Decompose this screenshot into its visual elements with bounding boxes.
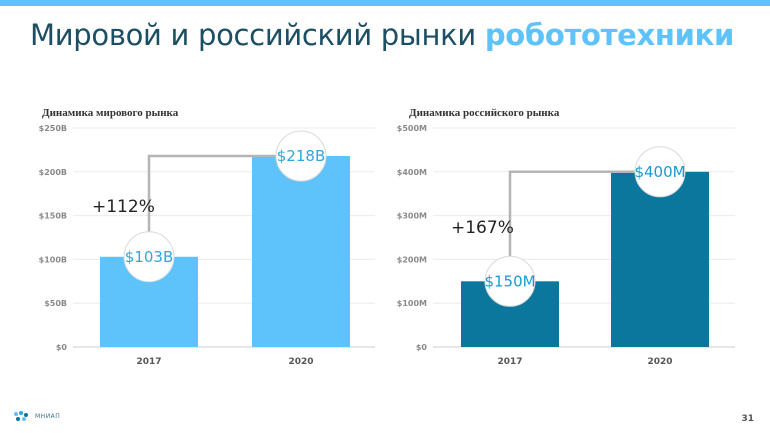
chart-title: Динамика российского рынка [409, 107, 560, 119]
chart-title: Динамика мирового рынка [42, 107, 179, 119]
page-title-main: Мировой и российский рынки [30, 18, 476, 52]
chart-2: Динамика российского рынка $0 $100M $200M $3… [397, 107, 735, 367]
top-accent-bar [0, 0, 770, 6]
y-tick-label: $50B [44, 299, 67, 308]
bar-2020 [252, 156, 350, 347]
y-tick-label: $200B [39, 168, 67, 177]
value-bubble [634, 146, 686, 198]
y-tick-label: $500M [397, 124, 427, 133]
growth-label: +112% [92, 197, 155, 217]
value-bubble [484, 255, 536, 307]
growth-label: +167% [451, 218, 514, 238]
x-tick-label: 2017 [136, 357, 161, 367]
growth-connector [147, 154, 301, 257]
page-title-accent: робототехники [484, 18, 735, 52]
data-label: $150M [484, 272, 535, 290]
y-tick-label: $100M [397, 299, 427, 308]
data-label: $103B [125, 248, 173, 266]
data-label: $218B [277, 147, 325, 165]
logo-icon [14, 411, 28, 421]
y-tick-label: $0 [416, 343, 428, 352]
page-number: 31 [741, 414, 754, 424]
y-tick-label: $200M [397, 255, 427, 264]
x-tick-label: 2020 [647, 357, 672, 367]
logo: МНИАП [12, 410, 60, 422]
y-tick-label: $150B [39, 212, 67, 221]
logo-text: МНИАП [35, 412, 61, 420]
growth-connector [508, 170, 660, 282]
bar-2020 [611, 171, 709, 347]
data-label: $400M [634, 163, 685, 181]
chart-1: Динамика мирового рынка $0 $50B $100B $150B $… [39, 107, 375, 367]
value-bubble [275, 130, 327, 182]
x-tick-label: 2020 [288, 357, 313, 367]
value-bubble [123, 231, 175, 283]
y-tick-label: $400M [397, 168, 427, 177]
y-tick-label: $0 [56, 343, 68, 352]
y-tick-label: $250B [39, 124, 67, 133]
y-tick-label: $100B [39, 255, 67, 264]
y-tick-label: $300M [397, 212, 427, 221]
page-title: Мировой и российский рынки робототехники [30, 18, 734, 52]
x-tick-label: 2017 [497, 357, 522, 367]
